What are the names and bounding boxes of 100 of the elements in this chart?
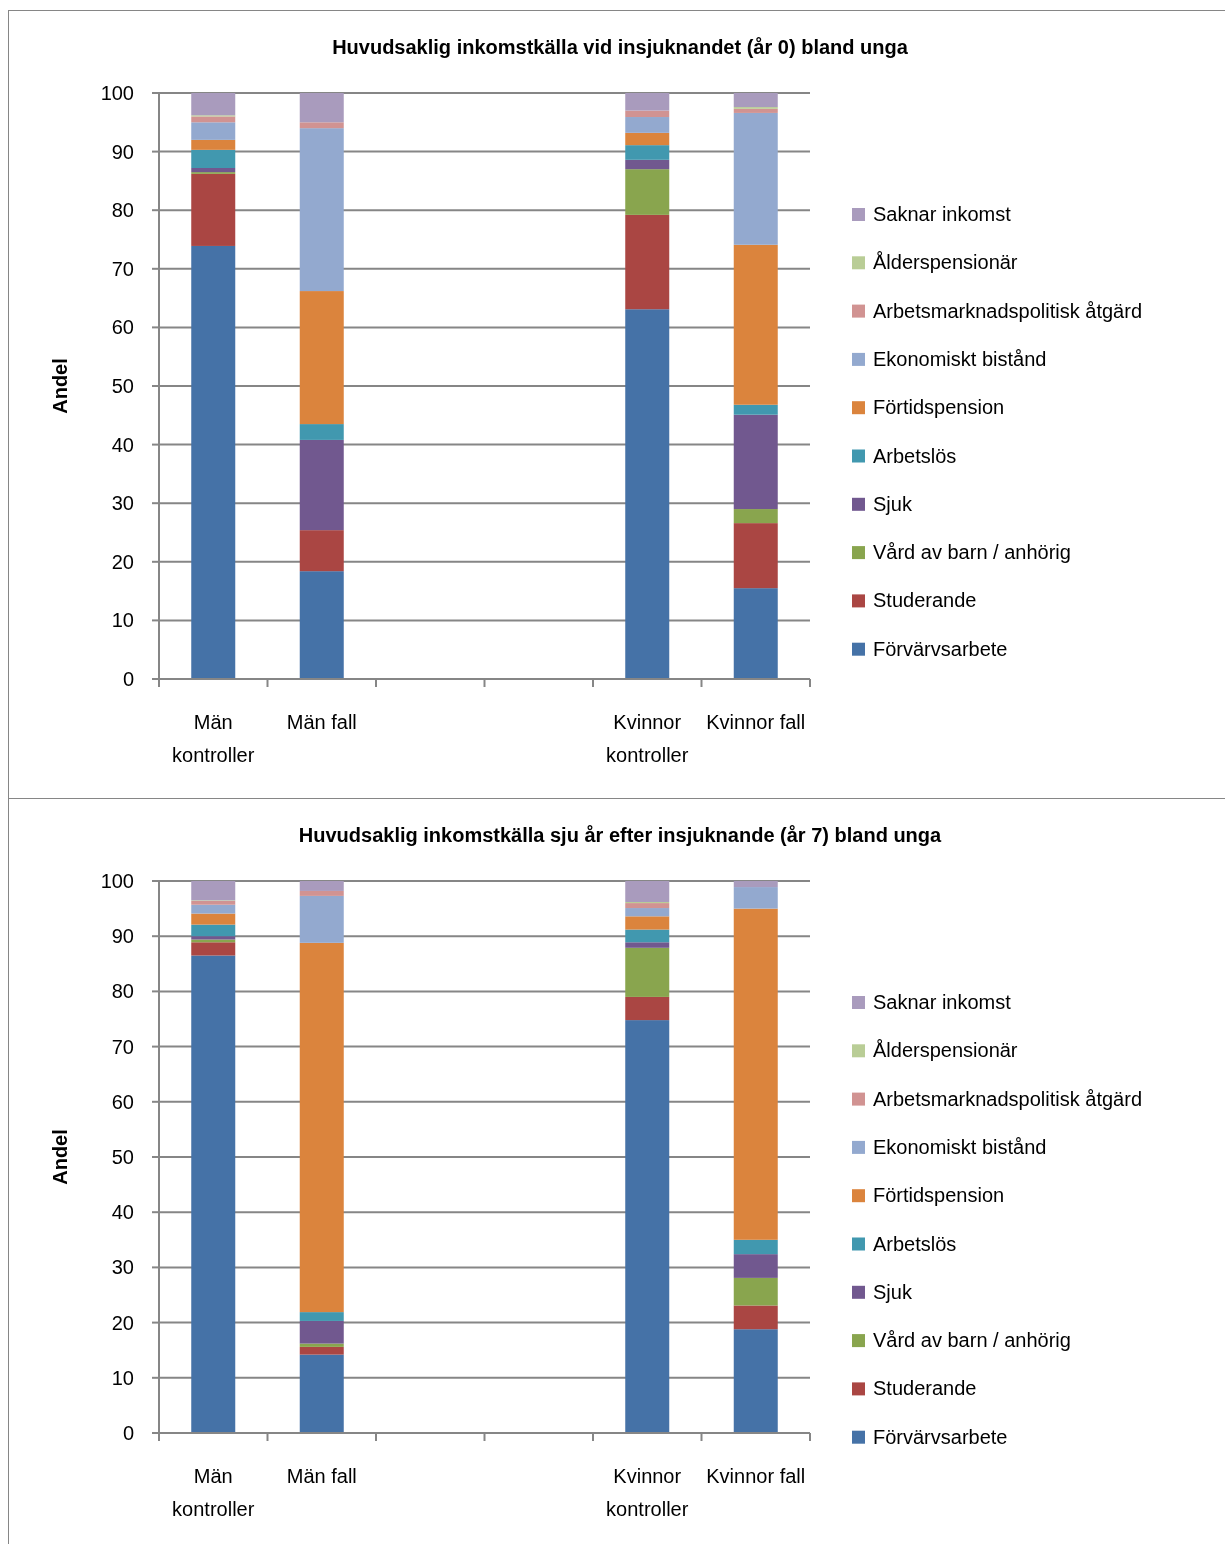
y-tick-label: 40: [111, 433, 134, 456]
y-tick-label: 50: [111, 1146, 134, 1168]
x-tick-label: Män kontroller: [172, 1465, 255, 1520]
bar: [191, 942, 236, 956]
bar: [625, 908, 670, 917]
bar: [299, 881, 344, 891]
legend-label: Vård av barn / anhörig: [873, 1329, 1071, 1352]
x-tick-label: Kvinnor fall: [706, 1465, 806, 1487]
y-axis-title: Andel: [49, 358, 71, 414]
legend-label: Förvärvsarbete: [873, 637, 1008, 660]
bar: [299, 128, 344, 292]
bar: [191, 122, 236, 140]
bar: [191, 881, 236, 901]
y-tick-label: 70: [111, 257, 134, 280]
bar: [299, 424, 344, 440]
bar: [625, 159, 670, 170]
bar: [191, 900, 236, 905]
legend-label: Arbetslös: [873, 444, 957, 467]
y-tick-label: 60: [111, 1090, 134, 1113]
y-tick-label: 70: [111, 1035, 134, 1058]
bar: [733, 1239, 778, 1255]
y-tick-label: 10: [111, 609, 134, 632]
bar: [299, 439, 344, 531]
legend-label: Sjuk: [873, 1280, 913, 1303]
y-axis-title: Andel: [49, 1129, 71, 1185]
bar: [733, 1329, 778, 1433]
bar: [625, 132, 670, 146]
bar: [625, 169, 670, 215]
y-tick-label: 30: [111, 1256, 134, 1279]
bar: [299, 1320, 344, 1344]
legend-label: Studerande: [873, 589, 977, 612]
bar: [299, 890, 344, 896]
bar: [299, 571, 344, 679]
bar: [299, 93, 344, 123]
legend-label: Vård av barn / anhörig: [873, 541, 1071, 564]
legend-label: Ålderspensionär: [873, 1039, 1018, 1062]
bar: [625, 117, 670, 133]
legend-label: Arbetslös: [873, 1232, 957, 1255]
bar: [625, 1020, 670, 1433]
bar: [733, 1305, 778, 1330]
bar: [299, 291, 344, 425]
y-tick-label: 90: [111, 140, 134, 163]
y-tick-label: 90: [111, 925, 134, 948]
bar: [625, 881, 670, 902]
bar: [191, 924, 236, 937]
x-tick-label: Kvinnor kontroller: [606, 711, 689, 766]
bar: [733, 908, 778, 1240]
x-tick-label: Kvinnor fall: [706, 711, 806, 733]
bar: [191, 168, 236, 173]
bar: [191, 116, 236, 123]
bar: [733, 93, 778, 108]
legend-label: Saknar inkomst: [873, 203, 1012, 225]
bar: [191, 173, 236, 246]
bar: [625, 947, 670, 997]
chart-title: Huvudsaklig inkomstkälla sju år efter insjuknande (år 7) bland unga: [298, 824, 943, 846]
bar: [191, 913, 236, 925]
legend-label: Ekonomiskt bistånd: [873, 1135, 1047, 1158]
bar: [733, 1277, 778, 1306]
y-tick-label: 10: [111, 1366, 134, 1389]
bar: [733, 414, 778, 510]
legend-label: Förvärvsarbete: [873, 1425, 1008, 1448]
bar: [299, 1346, 344, 1355]
bar: [733, 881, 778, 888]
y-tick-label: 50: [111, 375, 134, 397]
legend-label: Förtidspension: [873, 1184, 1005, 1207]
bar: [191, 139, 236, 150]
bar: [733, 108, 778, 113]
y-tick-label: 30: [111, 492, 134, 515]
y-tick-label: 20: [111, 1311, 134, 1334]
bar: [625, 942, 670, 948]
bar: [625, 214, 670, 310]
bar: [733, 404, 778, 415]
bar: [191, 93, 236, 116]
y-tick-label: 20: [111, 550, 134, 573]
bar: [191, 149, 236, 169]
bar: [299, 895, 344, 943]
bar: [299, 1312, 344, 1321]
bar: [299, 530, 344, 572]
bar: [299, 1354, 344, 1433]
bar: [625, 110, 670, 118]
bar: [733, 509, 778, 524]
y-tick-label: 100: [100, 82, 134, 104]
bar: [299, 122, 344, 129]
bar: [733, 244, 778, 405]
bar: [191, 904, 236, 914]
bar: [625, 916, 670, 930]
bar: [299, 1343, 344, 1347]
bar: [625, 929, 670, 943]
bar: [191, 955, 236, 1433]
bar: [733, 588, 778, 679]
bar: [733, 523, 778, 589]
x-tick-label: Män fall: [286, 1465, 357, 1487]
bar: [625, 93, 670, 111]
bar: [733, 112, 778, 245]
bar: [191, 245, 236, 679]
bar: [625, 309, 670, 679]
legend-label: Saknar inkomst: [873, 991, 1012, 1013]
y-tick-label: 100: [100, 870, 134, 892]
y-tick-label: 60: [111, 316, 134, 339]
y-tick-label: 0: [122, 668, 134, 690]
